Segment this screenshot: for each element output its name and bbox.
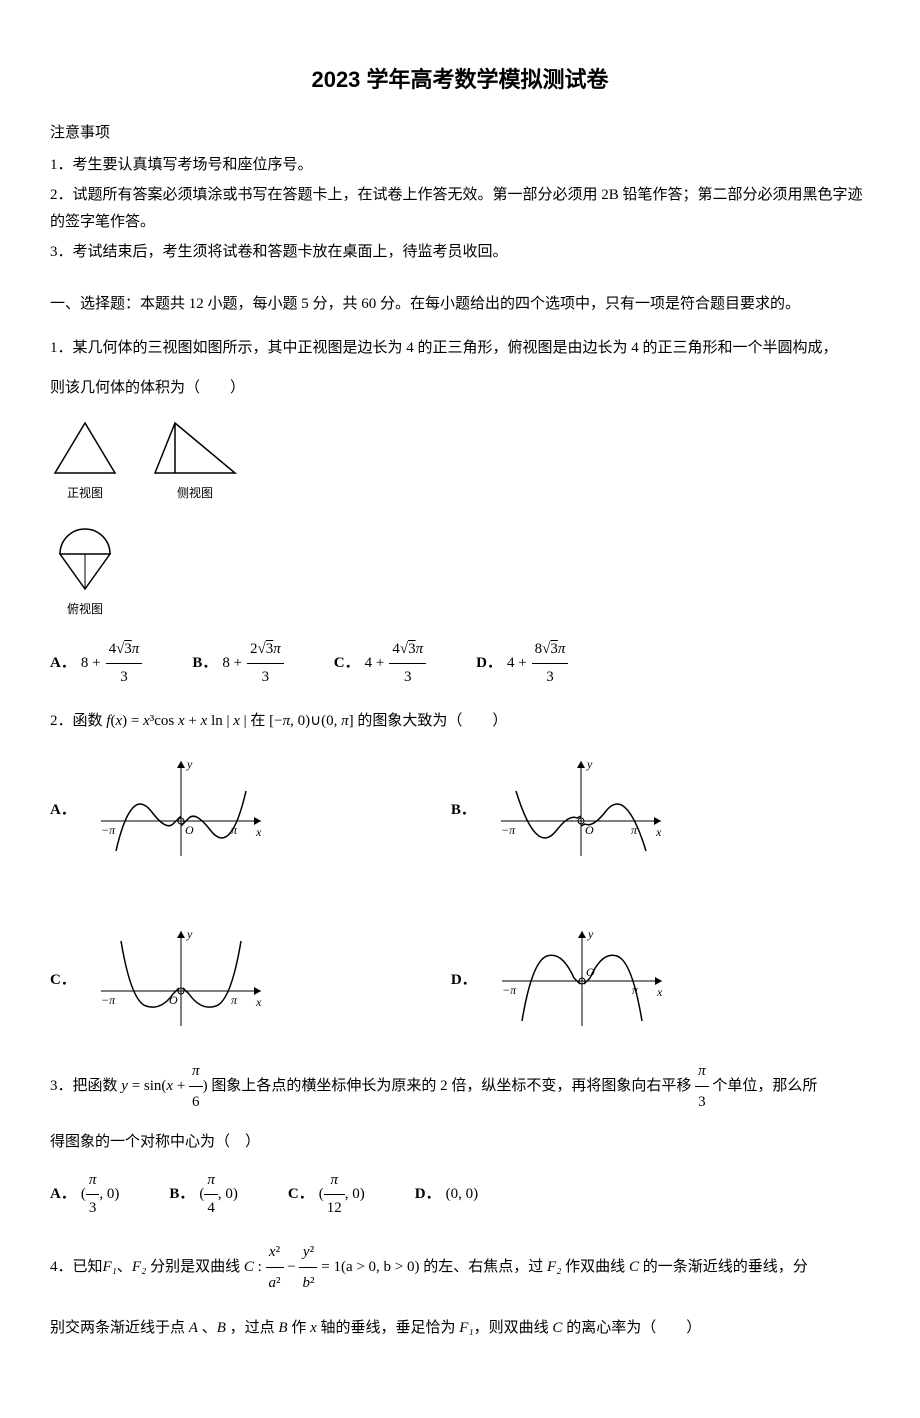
section1-header: 一、选择题：本题共 12 小题，每小题 5 分，共 60 分。在每小题给出的四个…	[50, 291, 870, 318]
top-view-svg	[50, 519, 120, 594]
notice-item-2: 2．试题所有答案必须填涂或书写在答题卡上，在试卷上作答无效。第一部分必须用 2B…	[50, 182, 870, 236]
exam-title: 2023 学年高考数学模拟测试卷	[50, 60, 870, 100]
svg-text:−π: −π	[501, 823, 516, 837]
q1-text-2: 则该几何体的体积为（ ）	[50, 373, 870, 403]
svg-text:x: x	[656, 985, 663, 999]
side-view-svg	[150, 418, 240, 478]
svg-text:−π: −π	[101, 823, 116, 837]
front-view-svg	[50, 418, 120, 478]
q2-graph-a: −π π O x y	[91, 756, 271, 866]
q3-option-b: B． (π4, 0)	[169, 1167, 238, 1222]
q1-text-1: 1．某几何体的三视图如图所示，其中正视图是边长为 4 的正三角形，俯视图是由边长…	[50, 333, 870, 363]
q1-options: A． 8 + 4√3π 3 B． 8 + 2√3π 3 C． 4 + 4√3π …	[50, 636, 870, 691]
side-view: 侧视图	[150, 418, 240, 505]
svg-text:−π: −π	[101, 993, 116, 1007]
svg-text:x: x	[255, 995, 262, 1009]
top-view-label: 俯视图	[50, 599, 120, 621]
q1-option-c: C． 4 + 4√3π 3	[334, 636, 426, 691]
question-1: 1．某几何体的三视图如图所示，其中正视图是边长为 4 的正三角形，俯视图是由边长…	[50, 333, 870, 691]
question-4: 4．已知F₁、F₂ 分别是双曲线 C : x²a² − y²b² = 1(a >…	[50, 1237, 870, 1343]
q3-option-d: D． (0, 0)	[415, 1167, 478, 1222]
q2-option-c: C． −π π O x y	[50, 926, 271, 1036]
q2-option-d: D． −π π O x y	[451, 926, 672, 1036]
side-view-label: 侧视图	[150, 483, 240, 505]
q2-graph-d: −π π O x y	[492, 926, 672, 1036]
svg-text:y: y	[186, 757, 193, 771]
q3-text-2: 得图象的一个对称中心为（ ）	[50, 1127, 870, 1157]
q3-options: A． (π3, 0) B． (π4, 0) C． (π12, 0) D． (0,…	[50, 1167, 870, 1222]
svg-text:O: O	[169, 993, 178, 1007]
q1-option-b: B． 8 + 2√3π 3	[192, 636, 283, 691]
q1-views-row2: 俯视图	[50, 519, 870, 621]
q2-option-a: A． −π π O x y	[50, 756, 271, 866]
svg-text:x: x	[255, 825, 262, 839]
q1-option-a: A． 8 + 4√3π 3	[50, 636, 142, 691]
q3-option-a: A． (π3, 0)	[50, 1167, 119, 1222]
q2-text: 2．函数 f(x) = x³cos x + x ln | x | 在 [−π, …	[50, 706, 870, 736]
notice-item-3: 3．考试结束后，考生须将试卷和答题卡放在桌面上，待监考员收回。	[50, 239, 870, 266]
q4-text-2: 别交两条渐近线于点 A 、B ，过点 B 作 x 轴的垂线，垂足恰为 F₁，则双…	[50, 1313, 870, 1343]
q3-text: 3．把函数 y = sin(x + π6) 图象上各点的横坐标伸长为原来的 2 …	[50, 1056, 870, 1117]
front-view: 正视图	[50, 418, 120, 505]
svg-text:y: y	[186, 927, 193, 941]
q2-option-b: B． −π π O x y	[451, 756, 671, 866]
svg-text:y: y	[586, 757, 593, 771]
q2-graph-c: −π π O x y	[91, 926, 271, 1036]
q2-options: A． −π π O x y B．	[50, 756, 870, 1036]
notice-item-1: 1．考生要认真填写考场号和座位序号。	[50, 152, 870, 179]
top-view: 俯视图	[50, 519, 120, 621]
svg-text:y: y	[587, 927, 594, 941]
svg-text:−π: −π	[502, 983, 517, 997]
q1-option-d: D． 4 + 8√3π 3	[476, 636, 568, 691]
q3-option-c: C． (π12, 0)	[288, 1167, 365, 1222]
svg-text:π: π	[231, 993, 238, 1007]
question-3: 3．把函数 y = sin(x + π6) 图象上各点的横坐标伸长为原来的 2 …	[50, 1056, 870, 1222]
notice-header: 注意事项	[50, 120, 870, 147]
svg-text:x: x	[655, 825, 662, 839]
q2-graph-b: −π π O x y	[491, 756, 671, 866]
q1-views-row1: 正视图 侧视图	[50, 418, 870, 505]
front-view-label: 正视图	[50, 483, 120, 505]
question-2: 2．函数 f(x) = x³cos x + x ln | x | 在 [−π, …	[50, 706, 870, 1036]
q4-text-1: 4．已知F₁、F₂ 分别是双曲线 C : x²a² − y²b² = 1(a >…	[50, 1237, 870, 1298]
svg-text:O: O	[185, 823, 194, 837]
